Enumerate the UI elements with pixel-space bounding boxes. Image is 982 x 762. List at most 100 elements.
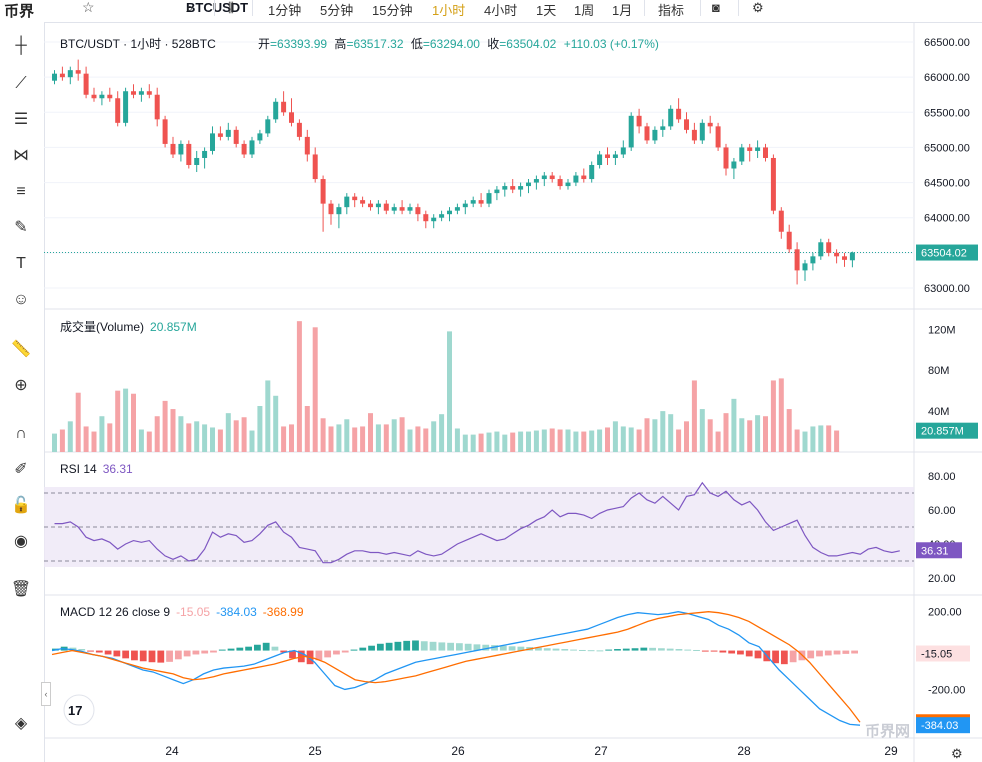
star-icon[interactable]: ☆ (82, 0, 95, 15)
high-value: =63517.32 (346, 37, 403, 51)
volume-tick-label: 80M (928, 365, 949, 377)
volume-bar (794, 429, 800, 452)
eye-icon[interactable]: ◉ (14, 533, 28, 550)
last-price-label: 63504.02 (921, 248, 967, 260)
candle (810, 256, 816, 264)
candle (470, 200, 476, 204)
camera-icon[interactable]: ◙ (712, 0, 720, 15)
tf-1d[interactable]: 1天 (536, 3, 557, 18)
candle (289, 112, 294, 123)
volume-bar (786, 409, 792, 452)
volume-bar (273, 395, 279, 452)
chart-type-icon[interactable]: ⫼ (228, 0, 234, 15)
trendline-icon[interactable]: ⟋ (15, 75, 27, 92)
macd-histogram-bar (561, 649, 569, 651)
macd-histogram-bar (254, 644, 261, 651)
candle (296, 122, 302, 137)
volume-bar (194, 421, 200, 452)
candle (763, 147, 768, 158)
candle (660, 126, 666, 130)
volume-bar (131, 393, 136, 452)
symbol-name[interactable]: BTCUSDT (186, 0, 249, 15)
tradingview-logo[interactable]: 17 (63, 694, 95, 726)
candle (170, 143, 176, 155)
zoom-in-icon[interactable]: ⊕ (14, 377, 28, 394)
volume-bar (52, 433, 57, 452)
magnet-icon[interactable]: ∩ (15, 425, 27, 442)
layers-icon[interactable]: ◈ (14, 715, 28, 732)
fib-icon[interactable]: ≡ (16, 183, 26, 200)
candle (573, 175, 579, 183)
volume-bar (162, 400, 168, 452)
candle (597, 154, 603, 165)
horizontal-lines-icon[interactable]: ☰ (13, 111, 29, 128)
candle (541, 175, 547, 180)
candle (849, 252, 855, 261)
tf-5m[interactable]: 5分钟 (320, 3, 354, 18)
price-tick-label: 64500.00 (924, 178, 970, 190)
pattern-icon[interactable]: ⋈ (13, 147, 29, 164)
macd-histogram-bar (412, 640, 419, 651)
macd-histogram-bar (570, 649, 577, 651)
macd-histogram-bar (166, 650, 173, 662)
grid (44, 41, 914, 289)
macd-histogram-bar (789, 650, 797, 663)
emoji-icon[interactable]: ☺ (12, 291, 30, 308)
text-icon[interactable]: T (16, 255, 26, 272)
macd-histogram-bar (394, 641, 402, 651)
volume-bar (383, 424, 389, 452)
macd-histogram-bar (517, 646, 525, 651)
tf-1h[interactable]: 1小时 (432, 3, 466, 18)
candle (178, 143, 184, 155)
macd-histogram-bar (420, 641, 428, 651)
tf-15m[interactable]: 15分钟 (372, 3, 413, 18)
trash-icon[interactable]: 🗑 (10, 581, 32, 598)
volume-label: 成交量(Volume) (60, 319, 144, 334)
brush-icon[interactable]: ✎ (14, 219, 28, 236)
macd-histogram-bar (754, 650, 762, 659)
volume-bar (526, 431, 531, 452)
candle (715, 126, 721, 148)
candle (486, 193, 492, 204)
macd-histogram-bar (139, 650, 147, 662)
crosshair-icon[interactable]: ┼ (15, 37, 27, 54)
chart-area[interactable]: 66500.00 66000.00 65500.00 65000.00 64500.00… (44, 22, 982, 762)
tf-1mo[interactable]: 1月 (612, 3, 633, 18)
candle (478, 200, 484, 204)
candles (52, 59, 855, 285)
macd-histogram-bar (499, 645, 507, 651)
candle (415, 207, 421, 215)
search-icon[interactable]: ⌕ (186, 0, 194, 15)
volume-bar (431, 421, 437, 452)
date-tick-label: 27 (594, 744, 608, 758)
tf-4h[interactable]: 4小时 (484, 3, 518, 18)
lock-draw-icon[interactable]: ✐ (14, 461, 28, 478)
last-price-badge (916, 244, 978, 261)
ruler-icon[interactable]: 📏 (11, 341, 31, 358)
indicators-button[interactable]: 指标 (658, 3, 685, 18)
macd-histogram-bar (745, 650, 753, 657)
macd-histogram-bar (473, 644, 481, 651)
high-label: 高 (334, 36, 346, 51)
macd-histogram-bar (833, 650, 841, 655)
volume-bar (115, 390, 121, 452)
candle (581, 175, 587, 180)
volume-bar (281, 426, 287, 452)
volume-bar (399, 417, 405, 452)
candle (636, 115, 642, 127)
tf-1w[interactable]: 1周 (574, 3, 595, 18)
candle (99, 94, 105, 99)
macd-pane: 200.000.00-200.00-15.05-368.99-384.03 (51, 607, 970, 734)
macd-signal-value: -368.99 (263, 605, 304, 619)
volume-bar (486, 432, 492, 452)
lock-icon[interactable]: 🔓 (11, 497, 31, 514)
volume-bar (83, 426, 89, 452)
volume-bar (510, 432, 516, 452)
reset-icon[interactable]: ⚙ (951, 746, 963, 761)
tf-1m[interactable]: 1分钟 (268, 3, 302, 18)
volume-current-badge (916, 422, 978, 439)
collapse-toolbar-button[interactable]: ‹ (41, 682, 51, 706)
gear-icon[interactable]: ⚙ (752, 0, 764, 15)
date-tick-label: 29 (884, 744, 898, 758)
volume-legend: 成交量(Volume) 20.857M (60, 319, 197, 334)
